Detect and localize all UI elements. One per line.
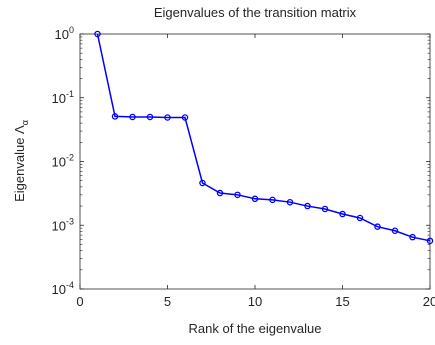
data-point [111,113,119,120]
y-axis-label-group: Eigenvalue Λα [12,120,30,202]
y-tick-base: 10 [52,218,66,233]
y-tick-exponent: 0 [69,25,74,35]
data-point [409,233,416,241]
data-point [234,191,241,199]
data-point [356,214,364,222]
y-tick-label: 100 [55,25,74,42]
y-tick-exponent: -3 [66,216,74,226]
x-tick-label: 5 [164,294,171,309]
data-point [391,227,399,234]
x-tick-label: 15 [335,294,349,309]
data-point [304,202,311,210]
y-tick-base: 10 [52,91,66,106]
series-layer [94,30,434,245]
data-point [199,179,206,187]
y-axis-label: Eigenvalue Λα [12,120,30,202]
data-point [269,196,276,204]
y-tick-label: 10-1 [52,89,74,106]
data-point [129,113,136,121]
data-point [251,195,259,203]
data-point [321,205,329,213]
x-axis-label: Rank of the eigenvalue [189,321,322,336]
data-point [339,210,346,218]
data-point [181,114,189,121]
data-point [216,189,224,197]
chart-title: Eigenvalues of the transition matrix [154,5,357,20]
y-tick-label: 10-4 [52,280,74,297]
x-axis-ticks: 0 5 10 15 20 [76,34,435,309]
y-axis-label-main: Eigenvalue Λ [12,125,27,202]
y-tick-label: 10-3 [52,216,74,233]
plot-frame [79,33,431,290]
data-point [426,237,434,245]
y-tick-base: 10 [52,282,66,297]
data-point [164,114,171,121]
data-point [286,198,294,206]
y-axis-label-subscript: α [20,120,30,125]
data-point [374,223,381,230]
y-tick-exponent: -2 [66,153,74,163]
data-point [146,113,154,121]
y-tick-exponent: -1 [66,89,74,99]
data-point [94,30,101,38]
x-tick-label: 10 [248,294,262,309]
y-tick-label: 10-2 [52,153,74,170]
x-tick-label: 0 [76,294,83,309]
y-tick-exponent: -4 [66,280,74,290]
x-tick-label: 20 [423,294,435,309]
y-tick-base: 10 [55,27,69,42]
y-tick-base: 10 [52,155,66,170]
